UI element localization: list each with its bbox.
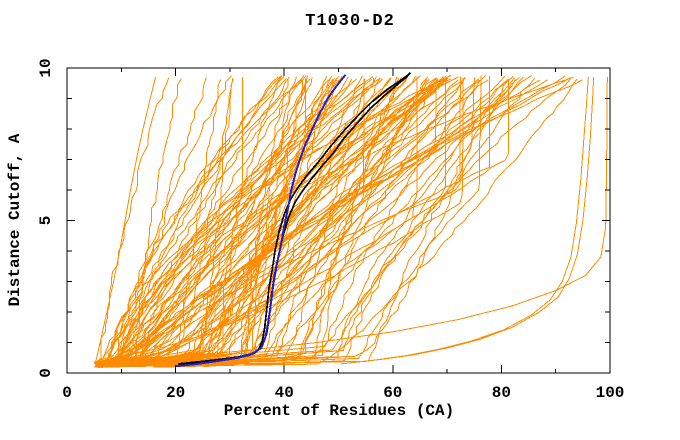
- model-curve: [98, 78, 334, 368]
- model-curve: [106, 75, 309, 362]
- model-curve: [102, 76, 514, 365]
- orange-right-plateau: [104, 77, 608, 364]
- model-curve: [95, 75, 282, 367]
- model-curve: [98, 77, 207, 367]
- model-curve: [102, 75, 340, 365]
- highlighted-curves: [175, 72, 411, 368]
- model-curve: [103, 75, 421, 365]
- model-curve: [203, 79, 430, 368]
- model-curve: [172, 77, 447, 364]
- model-curve: [105, 77, 437, 368]
- x-axis-label: Percent of Residues (CA): [223, 402, 455, 420]
- blue-model: [175, 74, 347, 368]
- model-curve: [95, 77, 572, 367]
- model-curve: [96, 75, 345, 363]
- orange-left-outlier: [94, 77, 156, 365]
- model-curve: [99, 78, 383, 368]
- x-tick-label: 20: [166, 384, 185, 402]
- model-curve: [104, 79, 308, 364]
- model-curve: [97, 75, 482, 367]
- y-tick-label: 10: [37, 58, 55, 77]
- x-tick-label: 40: [275, 384, 294, 402]
- model-curve: [96, 76, 290, 362]
- model-curve: [97, 77, 243, 364]
- model-curve: [95, 75, 285, 367]
- model-curve: [104, 77, 437, 368]
- model-curve: [103, 76, 524, 365]
- orange-bottom-right-b: [341, 77, 589, 365]
- model-curve: [104, 75, 487, 363]
- model-curve: [97, 74, 452, 366]
- model-curve: [94, 75, 232, 364]
- model-curve: [180, 75, 409, 363]
- model-curve: [95, 76, 418, 364]
- model-curve: [93, 78, 234, 365]
- model-curve: [103, 77, 437, 363]
- model-curve: [104, 79, 464, 366]
- model-curve: [106, 77, 400, 363]
- model-curve: [136, 75, 491, 362]
- model-curve: [100, 78, 407, 366]
- y-tick-label: 0: [37, 368, 55, 378]
- model-curve: [94, 79, 481, 362]
- model-curve: [102, 79, 508, 366]
- model-curve: [106, 79, 548, 364]
- model-curve: [196, 78, 465, 364]
- chart-title: T1030-D2: [305, 12, 395, 31]
- model-curve: [133, 77, 313, 366]
- model-curve: [96, 75, 328, 363]
- model-curve: [106, 75, 307, 365]
- model-curve: [101, 78, 439, 366]
- model-curve: [118, 78, 303, 367]
- model-curve: [198, 76, 297, 365]
- model-curve: [103, 78, 371, 364]
- model-curve: [95, 77, 516, 366]
- model-curve: [98, 75, 305, 365]
- model-curve: [95, 78, 578, 368]
- model-curve: [99, 78, 571, 363]
- tick-labels: 0 20 40 60 80 100 0 5 10: [37, 58, 624, 402]
- model-curve: [100, 78, 372, 362]
- model-curve: [102, 77, 381, 367]
- x-tick-label: 80: [492, 384, 511, 402]
- x-tick-label: 60: [383, 384, 402, 402]
- background-model-curves: [93, 74, 583, 368]
- y-tick-label: 5: [37, 216, 55, 226]
- model-curve: [106, 76, 377, 368]
- model-curve: [165, 79, 459, 366]
- feature-model-curves: [94, 77, 608, 365]
- model-curve: [95, 75, 364, 364]
- y-axis-label: Distance Cutoff, A: [6, 133, 24, 307]
- model-curve: [163, 78, 392, 367]
- x-tick-label: 0: [62, 384, 72, 402]
- x-tick-label: 100: [596, 384, 625, 402]
- model-curve: [95, 78, 330, 367]
- model-curve: [102, 79, 541, 365]
- model-curve: [102, 75, 532, 367]
- orange-bottom-right-a: [349, 77, 595, 364]
- model-curve: [97, 75, 283, 368]
- axis-ticks: [66, 67, 611, 374]
- model-curve: [171, 78, 480, 367]
